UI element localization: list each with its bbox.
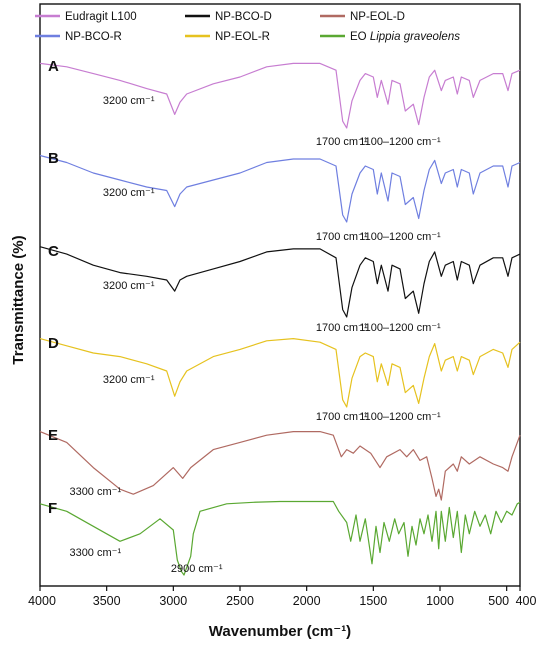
x-tick: 3000 <box>159 586 187 608</box>
x-tick-label: 500 <box>488 594 509 608</box>
x-tick-label: 1500 <box>359 594 387 608</box>
spectrum-line <box>39 338 521 408</box>
panel-label: B <box>48 150 59 167</box>
legend-item: EO Lippia graveolens <box>320 31 460 43</box>
spectrum-line <box>39 431 521 501</box>
peak-annotation: 1700 cm⁻¹ <box>316 136 368 148</box>
legend-item: NP-BCO-D <box>185 11 272 23</box>
peak-annotation: 3300 cm⁻¹ <box>69 486 121 498</box>
spectrum-line <box>39 246 521 318</box>
legend-item: NP-EOL-R <box>185 31 270 43</box>
peak-annotation: 3300 cm⁻¹ <box>69 547 121 559</box>
peak-annotation: 1700 cm⁻¹ <box>316 231 368 243</box>
x-tick: 2500 <box>226 586 254 608</box>
x-tick-label: 400 <box>516 594 537 608</box>
panel-label: A <box>48 58 59 75</box>
panel-label: C <box>48 243 59 260</box>
legend-label: NP-EOL-D <box>350 11 405 23</box>
peak-annotation: 3200 cm⁻¹ <box>103 374 155 386</box>
spectrum-line <box>39 500 521 576</box>
x-tick: 4000 <box>28 586 56 608</box>
legend-label-italic: Lippia graveolens <box>370 31 460 43</box>
legend-item: NP-EOL-D <box>320 11 405 23</box>
x-tick: 3500 <box>93 586 121 608</box>
legend-label: EO Lippia graveolens <box>350 31 460 43</box>
y-axis-title: Transmittance (%) <box>10 235 27 364</box>
legend-label: Eudragit L100 <box>65 11 137 23</box>
x-tick-label: 4000 <box>28 594 56 608</box>
legend-item: NP-BCO-R <box>35 31 122 43</box>
x-tick-label: 2500 <box>226 594 254 608</box>
plot-frame <box>39 3 521 587</box>
legend-item: Eudragit L100 <box>35 11 137 23</box>
spectrum-line <box>39 62 521 129</box>
spectrum-panel-e: E 3300 cm⁻¹ <box>39 427 521 501</box>
peak-annotation: 3200 cm⁻¹ <box>103 187 155 199</box>
peak-annotation: 2900 cm⁻¹ <box>171 563 223 575</box>
spectrum-line <box>39 154 521 223</box>
x-tick: 1500 <box>359 586 387 608</box>
peak-annotation: 1700 cm⁻¹ <box>316 322 368 334</box>
panel-label: F <box>48 500 57 517</box>
legend-label: NP-BCO-R <box>65 31 122 43</box>
x-axis-title: Wavenumber (cm⁻¹) <box>209 623 351 640</box>
legend-label: NP-BCO-D <box>215 11 272 23</box>
x-tick: 400 <box>516 586 537 608</box>
peak-annotation: 1100–1200 cm⁻¹ <box>359 411 441 423</box>
x-tick-label: 3500 <box>93 594 121 608</box>
peak-annotation: 1100–1200 cm⁻¹ <box>359 231 441 243</box>
x-axis: 4000 3500 3000 2500 2000 1500 1000 500 400 <box>28 586 536 608</box>
peak-annotation: 1100–1200 cm⁻¹ <box>359 136 441 148</box>
x-tick: 2000 <box>293 586 321 608</box>
x-tick-label: 2000 <box>293 594 321 608</box>
peak-annotation: 1100–1200 cm⁻¹ <box>359 322 441 334</box>
x-tick: 1000 <box>426 586 454 608</box>
peak-annotation: 3200 cm⁻¹ <box>103 95 155 107</box>
panel-label: D <box>48 335 59 352</box>
legend-label: NP-EOL-R <box>215 31 270 43</box>
panel-label: E <box>48 427 58 444</box>
x-tick-label: 1000 <box>426 594 454 608</box>
legend: Eudragit L100 NP-BCO-R NP-BCO-D NP-EOL-R NP-… <box>35 11 460 43</box>
peak-annotation: 3200 cm⁻¹ <box>103 280 155 292</box>
x-tick: 500 <box>488 586 509 608</box>
peak-annotation: 1700 cm⁻¹ <box>316 411 368 423</box>
x-tick-label: 3000 <box>159 594 187 608</box>
spectrum-panel-f: F 3300 cm⁻¹ 2900 cm⁻¹ <box>39 500 521 576</box>
